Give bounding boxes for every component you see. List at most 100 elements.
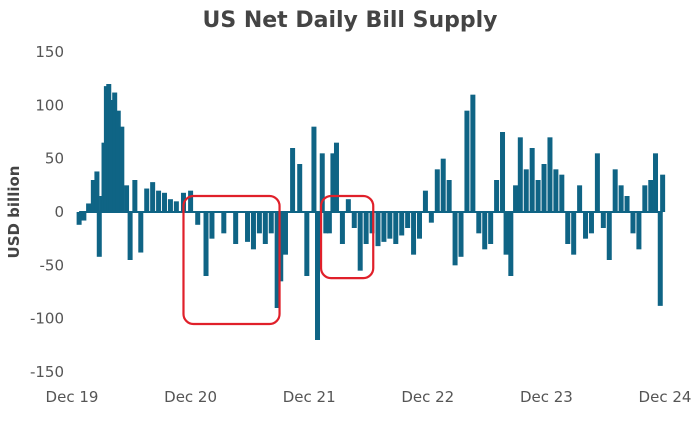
bar [517, 137, 523, 212]
bar [138, 212, 144, 253]
bar [648, 180, 654, 212]
bar [311, 126, 317, 212]
x-tick-label: Dec 23 [520, 388, 573, 406]
bar [108, 100, 114, 212]
x-tick-label: Dec 21 [283, 388, 336, 406]
bar [513, 185, 519, 212]
bar [387, 212, 393, 239]
bar [81, 212, 87, 221]
bar [529, 148, 535, 212]
x-tick-label: Dec 22 [401, 388, 454, 406]
x-tick-label: Dec 19 [46, 388, 99, 406]
bar [94, 171, 100, 212]
bar [112, 92, 118, 212]
bar [274, 212, 280, 308]
bar [76, 212, 82, 225]
bar [86, 203, 92, 212]
bar [653, 153, 659, 212]
bar [330, 153, 336, 212]
bar [124, 185, 130, 212]
bar [565, 212, 571, 244]
bar [500, 132, 506, 212]
bar [618, 185, 624, 212]
bar [173, 201, 179, 212]
bar [357, 212, 363, 271]
bar [290, 148, 296, 212]
bar [488, 212, 494, 244]
bar [588, 212, 594, 234]
bar [203, 212, 209, 276]
bar [381, 212, 387, 242]
bar [405, 212, 411, 228]
bar [90, 180, 96, 212]
bar [127, 212, 133, 260]
highlight-box [319, 194, 375, 280]
bar [297, 164, 303, 212]
bar [630, 212, 636, 234]
y-tick-label: -50 [40, 256, 65, 274]
bar [660, 174, 666, 212]
bar [399, 212, 405, 236]
bar [339, 212, 345, 244]
bar [393, 212, 399, 244]
bar [494, 180, 500, 212]
y-tick-label: -100 [30, 310, 64, 328]
bar [156, 190, 162, 212]
bar [508, 212, 514, 276]
bar [503, 212, 509, 255]
y-tick-label: 0 [54, 203, 64, 221]
bar [233, 212, 239, 244]
bar [452, 212, 458, 266]
bar [363, 212, 369, 244]
bar [553, 169, 559, 212]
bar [132, 180, 138, 212]
bar [119, 126, 125, 212]
highlight-box [182, 194, 281, 326]
bar [256, 212, 262, 234]
bar [411, 212, 417, 255]
y-tick-labels: 150 100 50 0 -50 -100 -150 [30, 43, 64, 381]
highlight-layer [182, 194, 375, 326]
bar [464, 110, 470, 212]
bar [636, 212, 642, 250]
bar [162, 192, 168, 212]
bar [470, 94, 476, 212]
y-tick-label: 100 [35, 96, 64, 114]
x-tick-labels: Dec 19 Dec 20 Dec 21 Dec 22 Dec 23 Dec 24 [46, 388, 692, 406]
bar [476, 212, 482, 234]
bar [535, 180, 541, 212]
bar [523, 169, 529, 212]
bar [541, 164, 547, 212]
bar [115, 110, 121, 212]
bar [250, 212, 256, 250]
bar [416, 212, 422, 239]
bar [583, 212, 589, 239]
bar [642, 185, 648, 212]
bar [606, 212, 612, 260]
bar [345, 199, 351, 212]
bar [571, 212, 577, 255]
bar [167, 199, 173, 212]
bar [262, 212, 268, 244]
chart-title: US Net Daily Bill Supply [202, 8, 498, 33]
bar [209, 212, 215, 239]
bar [547, 137, 553, 212]
x-tick-label: Dec 24 [639, 388, 692, 406]
bar [577, 185, 583, 212]
bar [657, 212, 663, 306]
bar [96, 212, 102, 257]
bar [434, 169, 440, 212]
bar [594, 153, 600, 212]
bar [600, 212, 606, 228]
bar [323, 212, 329, 234]
bar [351, 212, 357, 228]
bar [150, 182, 156, 212]
bar [319, 153, 325, 212]
y-tick-label: 50 [45, 150, 64, 168]
bar [428, 212, 434, 223]
bar [333, 142, 339, 212]
bar [282, 212, 288, 255]
bar [624, 196, 630, 212]
bar [315, 212, 321, 340]
